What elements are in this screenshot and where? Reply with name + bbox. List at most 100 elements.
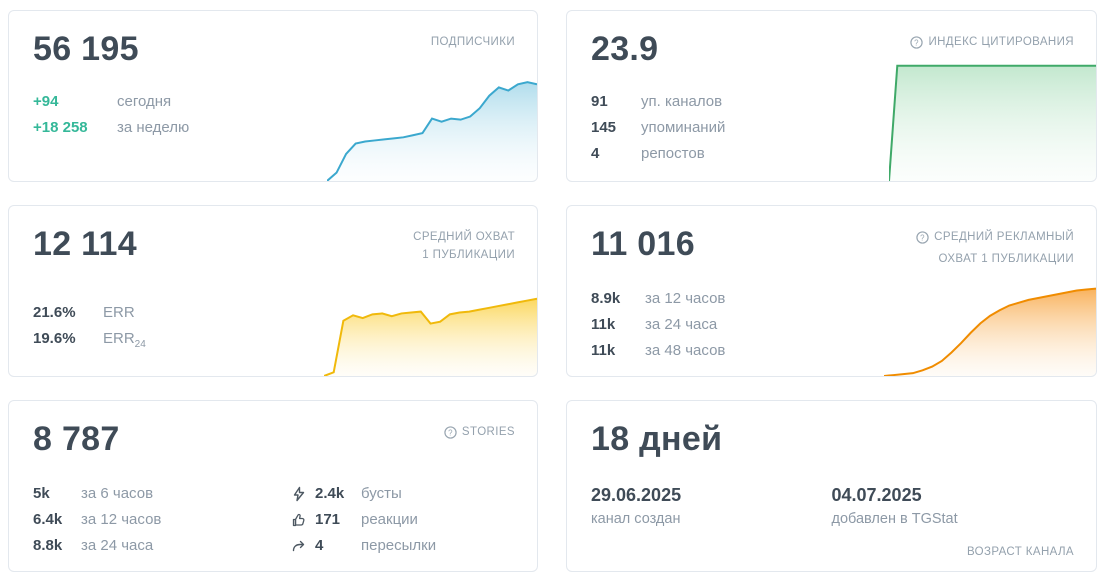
stories-12h: 6.4k	[33, 511, 63, 528]
stat-label: бусты	[361, 485, 402, 502]
err-value: 21.6%	[33, 304, 76, 321]
forwards-count: 4	[315, 537, 324, 554]
thumbs-up-icon	[291, 512, 307, 528]
stat-label: репостов	[641, 145, 705, 162]
card-average-ad-reach: ? СРЕДНИЙ РЕКЛАМНЫЙ ОХВАТ 1 ПУБЛИКАЦИИ 1…	[566, 205, 1097, 377]
card-citation-index: ? ИНДЕКС ЦИТИРОВАНИЯ 23.9 91 уп. каналов…	[566, 10, 1097, 182]
mentions-count: 145	[591, 119, 617, 136]
svg-text:?: ?	[915, 38, 920, 47]
card-average-reach: СРЕДНИЙ ОХВАТ 1 ПУБЛИКАЦИИ 12 114 21.6% …	[8, 205, 538, 377]
card-title-text: ВОЗРАСТ КАНАЛА	[966, 545, 1074, 558]
err-stats: 21.6% ERR 19.6% ERR24	[33, 300, 513, 358]
channel-age-card-title: ВОЗРАСТ КАНАЛА	[967, 543, 1074, 561]
subscribers-card-body: 56 195 +94 сегодня +18 258 за неделю	[9, 11, 537, 141]
ad-reach-value: 11 016	[591, 225, 695, 263]
stories-card-body: 8 787 5k за 6 часов 6.4k за 12 часов 8.8…	[9, 401, 537, 559]
stat-row: 11k за 48 часов	[591, 338, 1072, 364]
stat-label: ERR24	[103, 330, 146, 350]
question-circle-icon[interactable]: ?	[910, 36, 924, 49]
stat-label: за 12 часов	[81, 511, 162, 528]
stat-row: 91 уп. каналов	[591, 89, 1072, 115]
stat-row: 4 репостов	[591, 141, 1072, 167]
card-subscribers: ПОДПИСЧИКИ 56 195 +94 сегодня +18 258 за…	[8, 10, 538, 182]
svg-text:?: ?	[920, 233, 925, 242]
stat-row: 5k за 6 часов	[33, 481, 291, 507]
ad-reach-stats: 8.9k за 12 часов 11k за 24 часа 11k за 4…	[591, 286, 1072, 364]
stat-label: за 6 часов	[81, 485, 154, 502]
stories-stats: 5k за 6 часов 6.4k за 12 часов 8.8k за 2…	[33, 481, 513, 559]
card-title-text: ИНДЕКС ЦИТИРОВАНИЯ	[928, 36, 1074, 48]
subscribers-today-delta: +94	[33, 93, 59, 110]
average-reach-card-body: 12 114 21.6% ERR 19.6% ERR24	[9, 206, 537, 358]
stat-row: 4 пересылки	[291, 533, 436, 559]
card-title-text: STORIES	[461, 426, 515, 438]
stories-engagement-column: 2.4k бусты 171 реакции 4	[291, 481, 436, 559]
card-title-text: СРЕДНИЙ ОХВАТ	[413, 231, 515, 243]
stat-label: за неделю	[117, 119, 190, 136]
subscribers-week-delta: +18 258	[33, 119, 88, 136]
card-title-text: ПОДПИСЧИКИ	[430, 36, 515, 48]
ad-reach-card-title: ? СРЕДНИЙ РЕКЛАМНЫЙ ОХВАТ 1 ПУБЛИКАЦИИ	[916, 228, 1074, 268]
stat-label: за 48 часов	[645, 342, 726, 359]
reposts-count: 4	[591, 145, 600, 162]
citation-stats: 91 уп. каналов 145 упоминаний 4 репостов	[591, 89, 1072, 167]
stat-row: 8.8k за 24 часа	[33, 533, 291, 559]
reach-24h: 11k	[591, 316, 616, 333]
stat-row: 145 упоминаний	[591, 115, 1072, 141]
err24-value: 19.6%	[33, 330, 76, 347]
subscribers-stats: +94 сегодня +18 258 за неделю	[33, 89, 513, 141]
stat-label: ERR	[103, 304, 135, 321]
reactions-count: 171	[315, 511, 341, 528]
ad-reach-card-body: 11 016 8.9k за 12 часов 11k за 24 часа 1…	[567, 206, 1096, 364]
stat-row: 19.6% ERR24	[33, 326, 513, 358]
card-channel-age: 18 дней 29.06.2025 канал создан 04.07.20…	[566, 400, 1097, 572]
channel-age-card-body: 18 дней 29.06.2025 канал создан 04.07.20…	[567, 401, 1096, 531]
tgstat-added-date: 04.07.2025	[831, 485, 922, 505]
subscribers-card-title: ПОДПИСЧИКИ	[431, 33, 515, 51]
stat-row: 8.9k за 12 часов	[591, 286, 1072, 312]
question-circle-icon[interactable]: ?	[916, 231, 929, 244]
channel-created-block: 29.06.2025 канал создан	[591, 483, 832, 531]
stat-label: за 12 часов	[645, 290, 726, 307]
card-title-text: ОХВАТ 1 ПУБЛИКАЦИИ	[938, 253, 1074, 266]
svg-text:?: ?	[448, 428, 453, 437]
stat-label: за 24 часа	[81, 537, 154, 554]
forward-arrow-icon	[291, 538, 307, 554]
stat-row: 6.4k за 12 часов	[33, 507, 291, 533]
err-subscript: 24	[134, 339, 146, 350]
channel-age-dates: 29.06.2025 канал создан 04.07.2025 добав…	[591, 483, 1072, 531]
citation-sparkline-chart	[889, 61, 1096, 181]
stories-reach-column: 5k за 6 часов 6.4k за 12 часов 8.8k за 2…	[33, 481, 291, 559]
stat-row: 21.6% ERR	[33, 300, 513, 326]
average-reach-card-title: СРЕДНИЙ ОХВАТ 1 ПУБЛИКАЦИИ	[413, 228, 515, 265]
stories-24h: 8.8k	[33, 537, 63, 554]
ad-reach-sparkline-chart	[884, 282, 1096, 376]
stat-label: уп. каналов	[641, 93, 723, 110]
average-reach-sparkline-chart	[324, 284, 537, 376]
stat-label: пересылки	[361, 537, 437, 554]
stat-label: сегодня	[117, 93, 172, 110]
stat-row: 2.4k бусты	[291, 481, 436, 507]
stories-6h: 5k	[33, 485, 50, 502]
stat-row: +18 258 за неделю	[33, 115, 513, 141]
citation-card-body: 23.9 91 уп. каналов 145 упоминаний 4 реп…	[567, 11, 1096, 167]
subscribers-count: 56 195	[33, 30, 139, 68]
stat-label: за 24 часа	[645, 316, 718, 333]
citation-index-value: 23.9	[591, 30, 659, 68]
subscribers-sparkline-chart	[327, 77, 537, 181]
question-circle-icon[interactable]: ?	[444, 426, 457, 439]
stories-value: 8 787	[33, 420, 120, 458]
reach-12h: 8.9k	[591, 290, 621, 307]
channel-created-label: канал создан	[591, 511, 681, 527]
stat-row: 11k за 24 часа	[591, 312, 1072, 338]
channel-age-value: 18 дней	[591, 420, 723, 458]
boosts-count: 2.4k	[315, 485, 345, 502]
card-title-text: 1 ПУБЛИКАЦИИ	[422, 249, 515, 262]
citation-card-title: ? ИНДЕКС ЦИТИРОВАНИЯ	[910, 33, 1074, 55]
average-reach-value: 12 114	[33, 225, 137, 263]
tgstat-added-block: 04.07.2025 добавлен в TGStat	[832, 483, 1073, 531]
stat-label: упоминаний	[641, 119, 726, 136]
stat-row: +94 сегодня	[33, 89, 513, 115]
stories-card-title: ? STORIES	[444, 423, 515, 445]
